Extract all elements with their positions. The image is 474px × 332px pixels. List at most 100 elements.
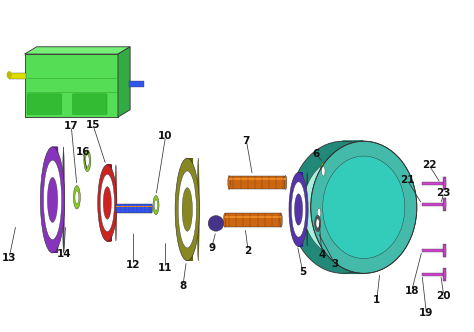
Ellipse shape	[189, 158, 190, 261]
Ellipse shape	[280, 213, 283, 227]
Polygon shape	[118, 47, 130, 117]
Ellipse shape	[208, 215, 224, 231]
Ellipse shape	[63, 147, 64, 253]
Ellipse shape	[336, 141, 354, 273]
Text: 21: 21	[400, 175, 414, 185]
Ellipse shape	[311, 141, 417, 273]
Ellipse shape	[187, 158, 188, 261]
Bar	[225, 213, 281, 227]
Ellipse shape	[191, 158, 192, 261]
Ellipse shape	[110, 165, 111, 241]
Text: 22: 22	[422, 160, 436, 170]
Ellipse shape	[323, 156, 405, 259]
Ellipse shape	[306, 173, 308, 246]
Bar	[9, 73, 26, 79]
Ellipse shape	[350, 141, 368, 273]
Ellipse shape	[346, 141, 365, 273]
Ellipse shape	[115, 204, 117, 213]
Text: 20: 20	[437, 290, 451, 300]
Polygon shape	[25, 47, 130, 54]
Ellipse shape	[175, 158, 200, 261]
Ellipse shape	[316, 204, 322, 222]
Ellipse shape	[84, 150, 91, 172]
Ellipse shape	[334, 141, 352, 273]
Ellipse shape	[55, 147, 56, 253]
Ellipse shape	[103, 187, 111, 219]
Ellipse shape	[294, 194, 302, 225]
Text: 7: 7	[243, 136, 250, 146]
Ellipse shape	[107, 165, 108, 241]
Text: 15: 15	[86, 120, 100, 130]
Ellipse shape	[73, 186, 81, 209]
Bar	[422, 203, 445, 206]
Bar	[443, 198, 446, 211]
Ellipse shape	[151, 204, 153, 213]
Bar	[422, 249, 445, 252]
Ellipse shape	[54, 147, 55, 253]
Text: 6: 6	[312, 149, 319, 159]
Ellipse shape	[109, 165, 110, 241]
Ellipse shape	[189, 158, 190, 261]
Ellipse shape	[346, 141, 364, 273]
Text: 18: 18	[404, 286, 419, 296]
Bar	[422, 182, 445, 185]
Ellipse shape	[444, 177, 446, 190]
Ellipse shape	[343, 141, 361, 273]
Ellipse shape	[338, 141, 357, 273]
Ellipse shape	[320, 163, 327, 180]
Ellipse shape	[345, 141, 363, 273]
Ellipse shape	[338, 141, 356, 273]
Ellipse shape	[444, 268, 446, 281]
Text: 12: 12	[126, 260, 141, 270]
Ellipse shape	[155, 200, 158, 210]
Text: 3: 3	[331, 259, 339, 269]
Ellipse shape	[290, 141, 396, 273]
Bar	[422, 273, 445, 276]
Ellipse shape	[354, 141, 373, 273]
Ellipse shape	[315, 215, 321, 232]
Text: 8: 8	[179, 281, 187, 290]
Bar	[443, 244, 446, 257]
Ellipse shape	[115, 165, 117, 241]
Ellipse shape	[341, 141, 360, 273]
Ellipse shape	[52, 147, 53, 253]
Ellipse shape	[188, 158, 189, 261]
Ellipse shape	[108, 165, 109, 241]
Text: 23: 23	[437, 188, 451, 198]
Bar	[443, 268, 446, 281]
Text: 4: 4	[319, 250, 326, 260]
Ellipse shape	[188, 158, 189, 261]
Text: 2: 2	[245, 246, 252, 256]
Ellipse shape	[347, 141, 366, 273]
Text: 1: 1	[373, 295, 381, 305]
Ellipse shape	[337, 141, 356, 273]
Text: 9: 9	[208, 243, 215, 253]
Ellipse shape	[353, 141, 372, 273]
FancyBboxPatch shape	[73, 94, 107, 115]
Ellipse shape	[153, 196, 159, 215]
Ellipse shape	[351, 141, 370, 273]
Ellipse shape	[298, 173, 299, 246]
Ellipse shape	[347, 141, 365, 273]
Ellipse shape	[322, 166, 325, 176]
Ellipse shape	[85, 155, 89, 167]
Ellipse shape	[341, 141, 359, 273]
Ellipse shape	[344, 141, 363, 273]
Bar	[443, 177, 446, 190]
Ellipse shape	[342, 141, 361, 273]
Ellipse shape	[334, 141, 353, 273]
Text: 17: 17	[64, 121, 79, 131]
Ellipse shape	[300, 173, 301, 246]
Ellipse shape	[348, 141, 367, 273]
Ellipse shape	[182, 188, 192, 231]
Ellipse shape	[444, 198, 446, 211]
Ellipse shape	[7, 72, 11, 78]
Ellipse shape	[75, 191, 79, 204]
Ellipse shape	[335, 141, 354, 273]
Text: 19: 19	[419, 308, 434, 318]
Text: 5: 5	[299, 268, 307, 278]
Ellipse shape	[98, 165, 117, 241]
Ellipse shape	[337, 141, 355, 273]
Ellipse shape	[301, 173, 302, 246]
Text: 11: 11	[158, 263, 173, 273]
